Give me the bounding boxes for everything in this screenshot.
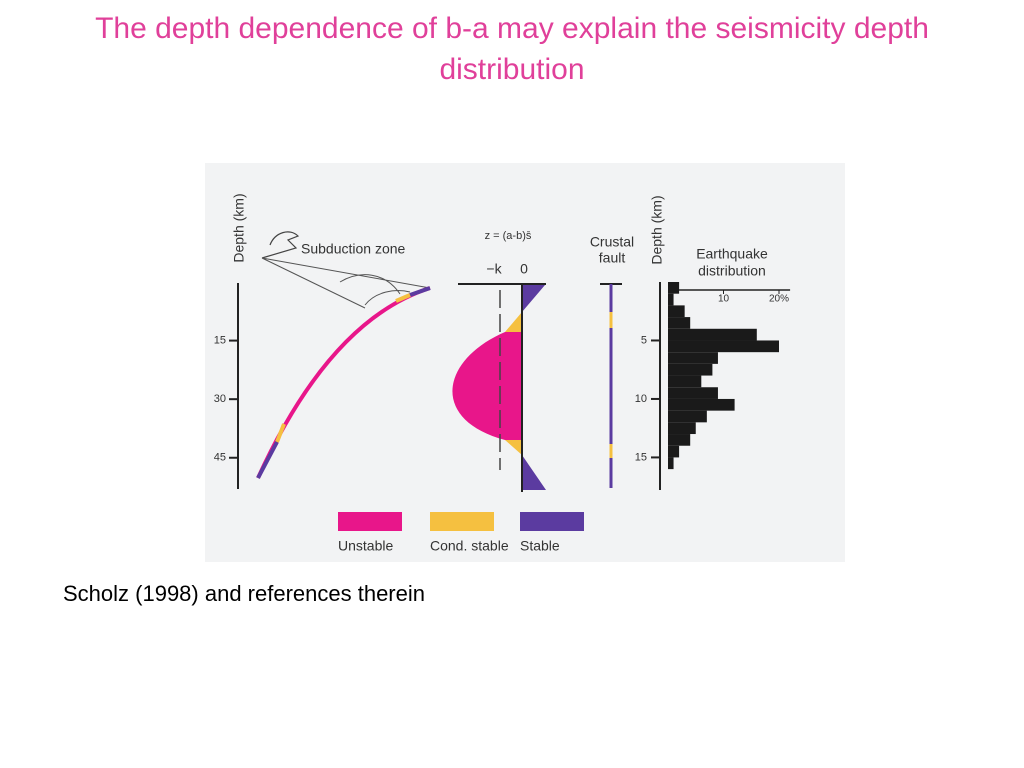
panel-label: fault bbox=[599, 250, 626, 266]
panel-label: Crustal bbox=[590, 234, 634, 250]
bar bbox=[668, 410, 707, 423]
bar bbox=[668, 398, 735, 411]
x-tick-label: 20% bbox=[769, 294, 789, 305]
legend-swatch bbox=[430, 512, 494, 531]
profile-unstable bbox=[452, 332, 522, 440]
caption: Scholz (1998) and references therein bbox=[63, 581, 425, 606]
bar bbox=[668, 375, 702, 388]
slide-title: The depth dependence of b-a may explain … bbox=[95, 12, 929, 86]
bar bbox=[668, 328, 757, 341]
bar bbox=[668, 352, 718, 364]
bar bbox=[668, 340, 779, 353]
y-tick-label: 10 bbox=[635, 393, 647, 405]
axis-label: Depth (km) bbox=[649, 195, 665, 264]
profile-cond-stable bbox=[505, 312, 522, 332]
y-tick-label: 15 bbox=[635, 451, 647, 463]
formula: z = (a-b)s̄ bbox=[485, 230, 532, 242]
slab-cond-stable bbox=[275, 423, 286, 443]
bar bbox=[668, 363, 713, 376]
y-tick-label: 15 bbox=[214, 334, 226, 346]
axis-label: Depth (km) bbox=[231, 193, 247, 262]
slab-stable bbox=[256, 441, 279, 479]
slab-sketch bbox=[261, 231, 300, 259]
y-tick-label: 5 bbox=[641, 334, 647, 346]
slab-stable bbox=[409, 286, 431, 297]
bar bbox=[668, 422, 696, 435]
wedge-sketch bbox=[261, 257, 431, 309]
bar bbox=[668, 317, 691, 329]
legend-swatch bbox=[338, 512, 402, 531]
legend-label: Stable bbox=[520, 538, 560, 554]
profile-stable bbox=[522, 285, 545, 312]
profile-tick: 0 bbox=[520, 261, 528, 277]
profile-cond-stable bbox=[505, 440, 522, 455]
bar bbox=[668, 445, 680, 458]
panel-label: Subduction zone bbox=[301, 241, 406, 257]
figure-background bbox=[205, 163, 845, 562]
profile-tick: −k bbox=[486, 261, 502, 277]
bar bbox=[668, 305, 685, 318]
legend-label: Cond. stable bbox=[430, 538, 509, 554]
profile-stable bbox=[522, 455, 546, 490]
histogram-title: distribution bbox=[698, 263, 766, 279]
y-tick-label: 45 bbox=[214, 452, 226, 464]
legend: Unstable Cond. stable Stable bbox=[338, 512, 584, 554]
bar bbox=[668, 293, 674, 306]
bar bbox=[668, 387, 718, 399]
y-tick-label: 30 bbox=[214, 393, 226, 405]
x-tick-label: 10 bbox=[718, 294, 730, 305]
legend-label: Unstable bbox=[338, 538, 393, 554]
legend-swatch bbox=[520, 512, 584, 531]
histogram-title: Earthquake bbox=[696, 246, 768, 262]
bar bbox=[668, 457, 674, 470]
bar bbox=[668, 434, 691, 446]
slab-cond-stable bbox=[395, 293, 411, 303]
bar bbox=[668, 282, 680, 294]
